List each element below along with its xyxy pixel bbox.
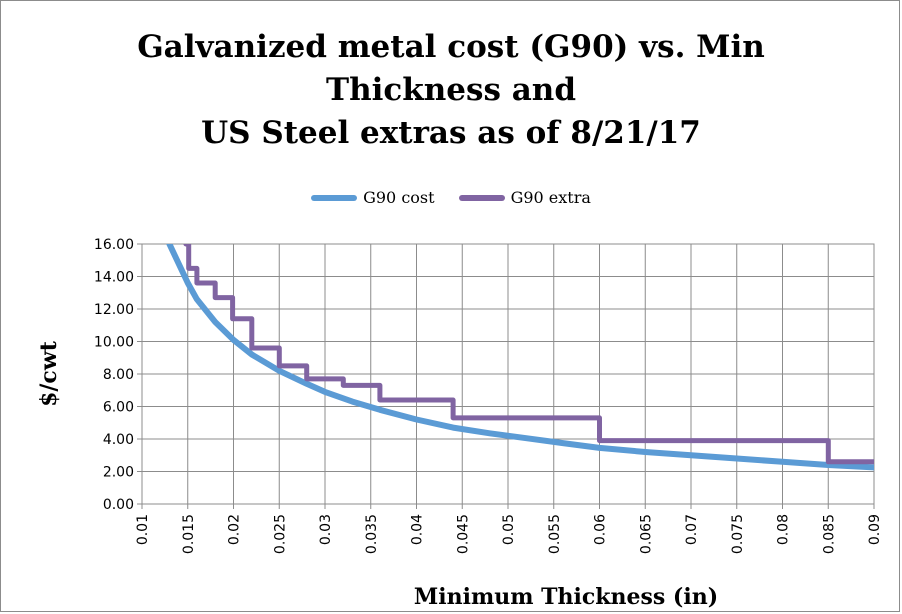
x-tick-label: 0.01 — [135, 514, 151, 545]
x-tick-label: 0.08 — [776, 514, 792, 545]
x-tick-label: 0.03 — [318, 514, 334, 545]
x-tick-label: 0.065 — [638, 514, 654, 554]
chart-title-line-1: Galvanized metal cost (G90) vs. Min — [137, 29, 765, 65]
legend-item-g90-cost: G90 cost — [311, 188, 435, 207]
legend-swatch-g90-extra — [458, 194, 505, 201]
x-tick-label: 0.055 — [547, 514, 563, 554]
x-tick-label: 0.04 — [410, 514, 426, 545]
chart-title-line-3: US Steel extras as of 8/21/17 — [201, 115, 701, 151]
chart-legend: G90 cost G90 extra — [0, 188, 902, 207]
y-axis-title: $/cwt — [36, 340, 62, 407]
x-tick-label: 0.05 — [501, 514, 517, 545]
x-tick-label: 0.035 — [364, 514, 380, 554]
x-tick-label: 0.06 — [593, 514, 609, 545]
x-axis-ticks: 0.01 0.015 0.02 0.025 0.03 0.035 0.04 0.045 0.05… — [135, 514, 883, 554]
legend-label-g90-extra: G90 extra — [510, 188, 591, 207]
x-tick-label: 0.015 — [181, 514, 197, 554]
x-tick-label: 0.075 — [730, 514, 746, 554]
y-tick-label: 8.00 — [103, 367, 134, 383]
y-tick-label: 16.00 — [94, 237, 134, 253]
gridlines — [137, 243, 875, 509]
x-tick-label: 0.09 — [867, 514, 883, 545]
x-tick-label: 0.045 — [455, 514, 471, 554]
chart-title-line-2: Thickness and — [326, 72, 576, 108]
y-axis-ticks: 0.00 2.00 4.00 6.00 8.00 10.00 12.00 14.00 16.00 — [94, 237, 134, 513]
y-tick-label: 14.00 — [94, 270, 134, 286]
y-tick-label: 4.00 — [103, 432, 134, 448]
x-axis-title: Minimum Thickness (in) — [414, 584, 718, 610]
x-tick-label: 0.07 — [684, 514, 700, 545]
y-tick-label: 6.00 — [103, 400, 134, 416]
series-group — [166, 244, 874, 471]
x-tick-label: 0.025 — [272, 514, 288, 554]
legend-label-g90-cost: G90 cost — [363, 188, 435, 207]
x-tick-label: 0.02 — [227, 514, 243, 545]
series-line-g90-extra — [183, 244, 874, 465]
y-tick-label: 2.00 — [103, 465, 134, 481]
y-tick-label: 0.00 — [103, 497, 134, 513]
legend-swatch-g90-cost — [311, 194, 358, 201]
y-tick-label: 10.00 — [94, 335, 134, 351]
series-line-g90-cost — [166, 244, 874, 471]
x-tick-label: 0.085 — [821, 514, 837, 554]
legend-item-g90-extra: G90 extra — [458, 188, 591, 207]
y-tick-label: 12.00 — [94, 302, 134, 318]
